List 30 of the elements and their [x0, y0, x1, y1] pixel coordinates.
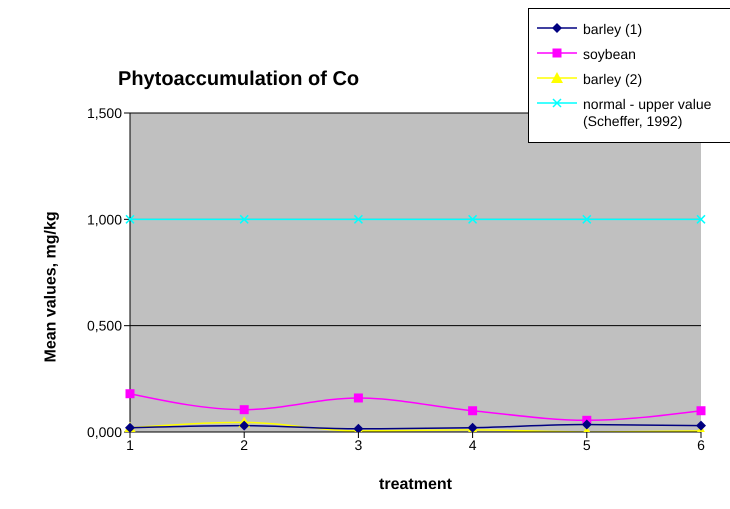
point — [239, 420, 250, 431]
chart-title: Phytoaccumulation of Co — [118, 68, 360, 91]
point — [240, 405, 249, 414]
x-tick-label: 2 — [240, 436, 248, 453]
point — [468, 214, 478, 224]
y-tick-label: 1,500 — [86, 104, 122, 121]
legend-label: soybean — [583, 46, 636, 63]
x-axis-title: treatment — [379, 476, 453, 493]
x-tick-label: 4 — [468, 436, 477, 453]
legend-label: barley (2) — [583, 71, 642, 88]
x-tick-label: 3 — [354, 436, 362, 453]
y-tick-label: 0,500 — [86, 318, 122, 334]
point — [354, 214, 364, 224]
point — [696, 420, 706, 431]
point — [582, 214, 592, 224]
legend-label: barley (1) — [583, 21, 642, 38]
x-tick-label: 6 — [697, 436, 706, 453]
point — [239, 214, 249, 224]
y-axis-title: Mean values, mg/kg — [42, 211, 60, 362]
y-tick-label: 1,000 — [86, 211, 122, 228]
x-tick-label: 1 — [126, 436, 134, 453]
point — [354, 393, 363, 402]
point — [696, 406, 706, 416]
x-tick-label: 5 — [582, 436, 591, 453]
point — [582, 420, 592, 430]
point — [468, 406, 478, 416]
point — [696, 214, 706, 224]
y-tick-label: 0,000 — [86, 424, 122, 440]
point — [126, 389, 134, 398]
legend-label: normal - upper value (Scheffer, 1992) — [583, 96, 712, 130]
